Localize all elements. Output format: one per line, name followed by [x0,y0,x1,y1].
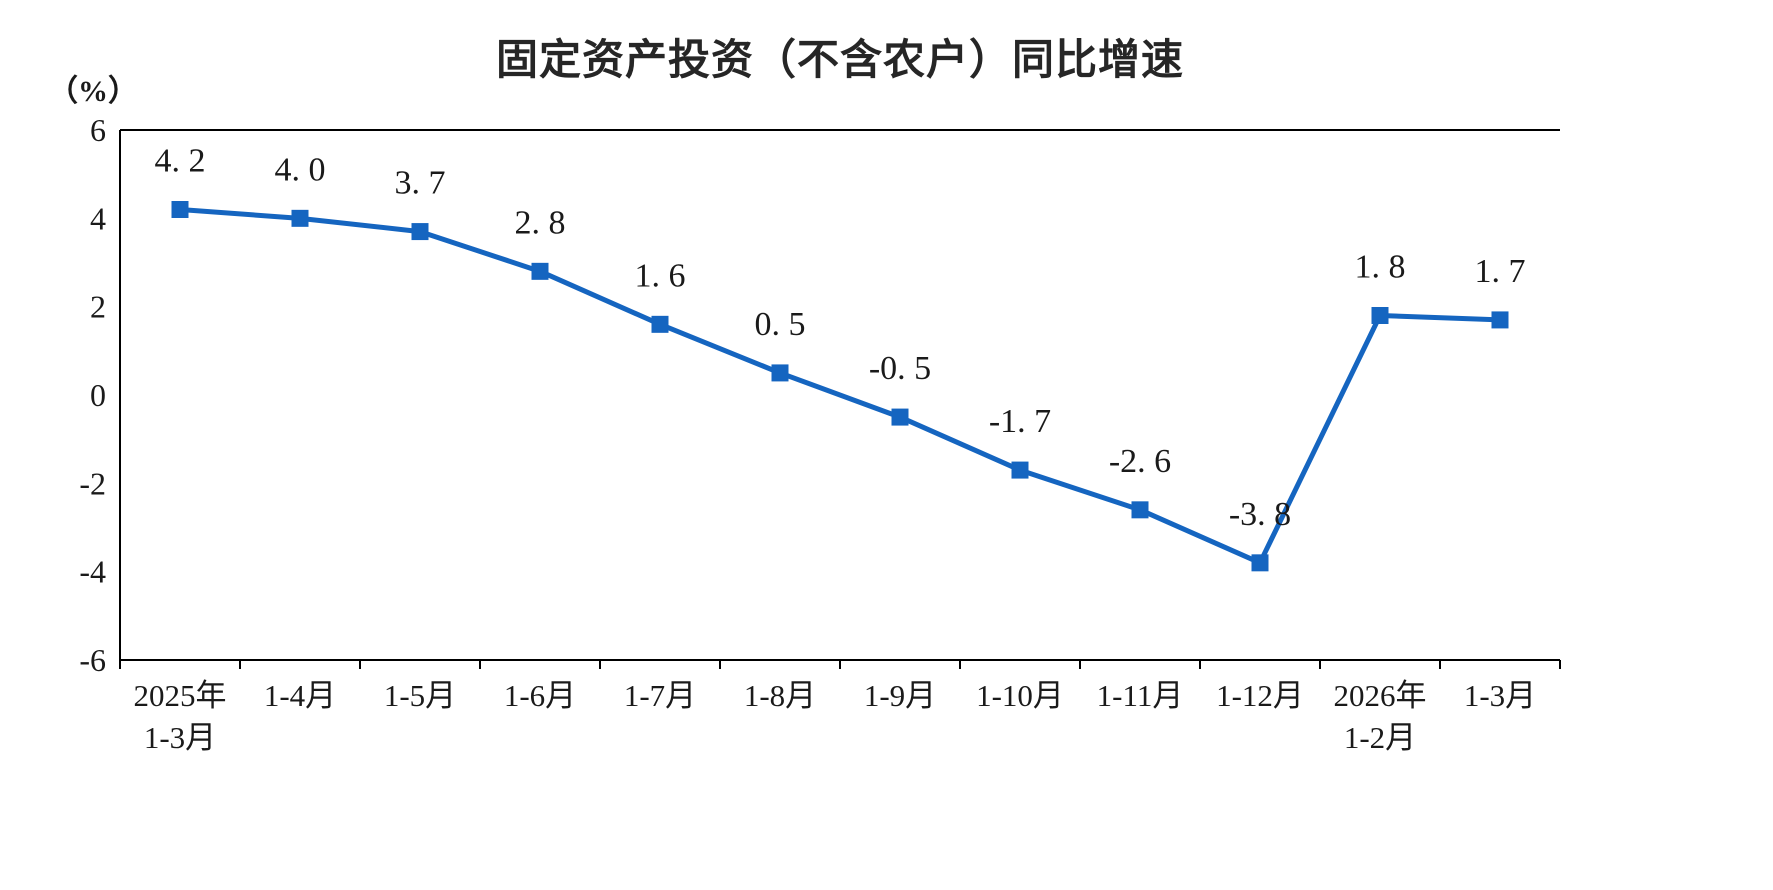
chart-title: 固定资产投资（不含农户）同比增速 [495,36,1184,83]
data-point-label: 4. 0 [275,151,326,188]
x-tick-label: 1-8月 [744,678,816,713]
data-point-label: 3. 7 [395,165,446,202]
y-tick-label: 4 [90,200,106,236]
x-tick-label: 1-11月 [1097,678,1184,713]
data-point-marker [651,315,669,333]
y-axis-unit-label: （%） [48,75,138,108]
data-point-marker [1011,461,1029,479]
y-tick-label: -4 [79,554,106,590]
y-tick-label: 0 [90,377,106,413]
data-point-label: 0. 5 [755,306,806,343]
data-point-marker [891,408,909,426]
y-tick-label: 6 [90,112,106,148]
data-point-label: 1. 6 [635,257,686,294]
data-point-marker [1371,307,1389,324]
x-tick-label: 1-7月 [624,678,696,713]
x-tick-label: 1-4月 [264,678,336,713]
x-tick-label: 1-2月 [1344,720,1416,755]
data-point-label: 1. 8 [1355,249,1406,286]
x-tick-label: 1-5月 [384,678,456,713]
data-point-marker [531,262,549,280]
data-point-marker [1251,554,1269,572]
y-tick-label: -2 [79,465,106,501]
x-tick-label: 1-6月 [504,678,576,713]
data-point-label: -3. 8 [1229,496,1291,533]
data-point-marker [1491,311,1509,329]
data-point-marker [411,223,429,241]
x-tick-label: 1-10月 [976,678,1064,713]
data-point-label: -0. 5 [869,350,931,387]
x-tick-label: 2025年 [134,678,227,713]
data-point-marker [171,201,189,218]
x-tick-label: 1-3月 [144,720,216,755]
series-line [177,207,1503,566]
data-point-label: 4. 2 [155,143,206,180]
y-tick-label: -6 [79,642,106,678]
data-point-marker [771,364,789,382]
y-tick-label: 2 [90,289,106,325]
data-point-label: -1. 7 [989,403,1051,440]
data-point-label: -2. 6 [1109,443,1171,480]
x-tick-label: 1-12月 [1216,678,1304,713]
x-tick-label: 1-3月 [1464,678,1536,713]
x-tick-label: 1-9月 [864,678,936,713]
data-point-label: 2. 8 [515,204,566,241]
x-tick-label: 2026年 [1334,678,1427,713]
data-point-label: 1. 7 [1475,253,1526,290]
data-point-marker [1131,501,1149,519]
data-point-marker [291,209,309,227]
